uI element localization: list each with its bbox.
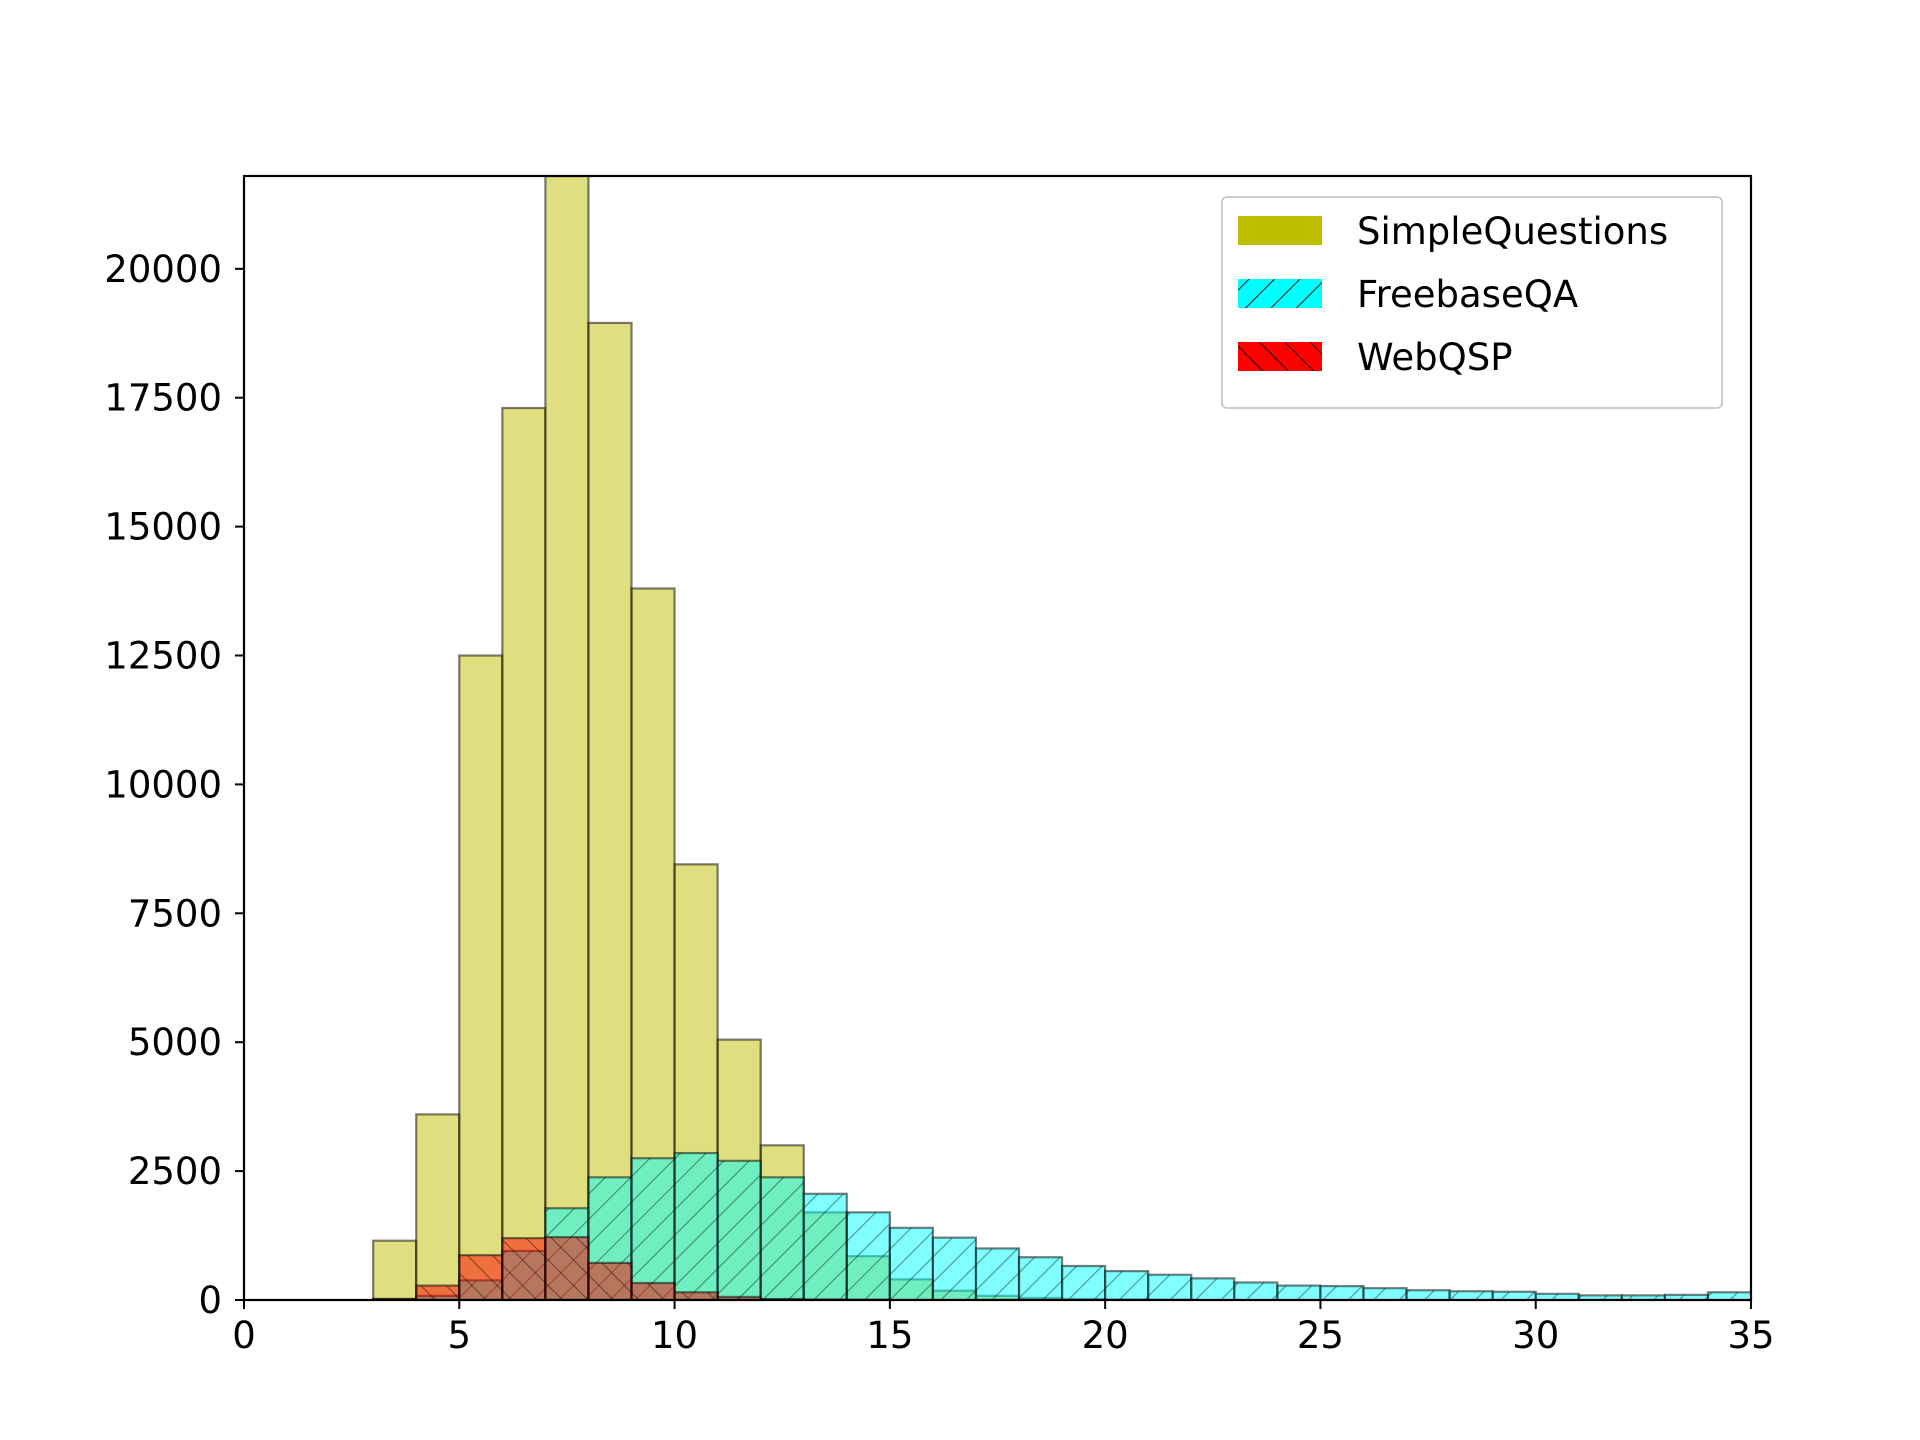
bar-hatch-freebaseqa-26 (1363, 1288, 1407, 1300)
legend-label-freebaseqa: FreebaseQA (1357, 273, 1578, 316)
x-ticks: 0 5 10 15 20 25 30 35 (232, 1300, 1775, 1357)
bars-layer (372, 176, 1751, 1300)
y-tick-label-0: 0 (198, 1279, 222, 1322)
legend-swatch-hatch-freebaseqa (1238, 279, 1322, 308)
x-tick-label-6: 30 (1512, 1314, 1559, 1357)
bar-hatch-freebaseqa-16 (932, 1237, 976, 1300)
x-tick-label-2: 10 (651, 1314, 698, 1357)
y-tick-label-8: 20000 (104, 248, 222, 291)
x-tick-label-0: 0 (232, 1314, 256, 1357)
bar-hatch-freebaseqa-11 (717, 1160, 761, 1300)
bar-hatch-freebaseqa-9 (631, 1158, 675, 1300)
legend-swatch-simplequestions (1238, 216, 1322, 245)
y-tick-label-5: 12500 (104, 635, 222, 678)
bar-hatch-freebaseqa-34 (1707, 1292, 1751, 1300)
bar-hatch-freebaseqa-15 (889, 1227, 933, 1300)
bar-hatch-freebaseqa-14 (846, 1212, 890, 1300)
y-tick-label-1: 2500 (128, 1150, 222, 1193)
bar-hatch-freebaseqa-33 (1664, 1294, 1708, 1300)
legend-label-webqsp: WebQSP (1357, 336, 1513, 379)
plot-frame (242, 174, 1753, 1302)
bar-simplequestions-4 (415, 1113, 461, 1300)
bar-hatch-freebaseqa-17 (975, 1248, 1020, 1300)
bar-hatch-webqsp-8 (588, 1262, 632, 1300)
x-tick-label-3: 15 (866, 1314, 913, 1357)
bar-hatch-freebaseqa-18 (1019, 1257, 1063, 1300)
bar-hatch-freebaseqa-27 (1406, 1290, 1450, 1300)
bar-hatch-freebaseqa-28 (1449, 1291, 1493, 1300)
bar-hatch-freebaseqa-21 (1148, 1274, 1192, 1300)
bar-simplequestions-6 (501, 406, 547, 1300)
bar-simplequestions-7 (544, 176, 590, 1300)
bar-hatch-freebaseqa-19 (1062, 1265, 1106, 1300)
bar-simplequestions-5 (458, 654, 504, 1300)
y-tick-label-4: 10000 (104, 763, 222, 806)
bar-hatch-freebaseqa-12 (760, 1177, 804, 1300)
bar-hatch-freebaseqa-10 (674, 1153, 718, 1300)
bar-hatch-freebaseqa-29 (1492, 1291, 1536, 1300)
legend: SimpleQuestions FreebaseQA WebQSP (1221, 196, 1723, 409)
legend-swatch-hatch-webqsp (1238, 342, 1322, 371)
bar-hatch-webqsp-7 (545, 1237, 589, 1300)
bar-hatch-webqsp-10 (674, 1292, 718, 1300)
y-tick-label-3: 7500 (128, 892, 222, 935)
bar-hatch-webqsp-4 (416, 1285, 460, 1300)
x-tick-label-4: 20 (1082, 1314, 1129, 1357)
bar-hatch-freebaseqa-22 (1191, 1278, 1235, 1300)
bar-hatch-freebaseqa-13 (803, 1193, 847, 1300)
bar-hatch-freebaseqa-30 (1535, 1293, 1579, 1300)
bar-simplequestions-8 (587, 321, 633, 1300)
y-tick-label-7: 17500 (104, 377, 222, 420)
bar-hatch-webqsp-5 (459, 1255, 503, 1300)
bar-hatch-webqsp-6 (502, 1238, 546, 1300)
bar-hatch-freebaseqa-20 (1105, 1271, 1149, 1300)
x-tick-label-5: 25 (1297, 1314, 1344, 1357)
bar-hatch-freebaseqa-24 (1277, 1285, 1321, 1300)
y-tick-label-2: 5000 (128, 1021, 222, 1064)
bar-simplequestions-3 (372, 1239, 418, 1300)
x-tick-label-7: 35 (1727, 1314, 1774, 1357)
bar-hatch-freebaseqa-25 (1320, 1286, 1364, 1300)
bar-hatch-freebaseqa-23 (1234, 1282, 1278, 1300)
x-tick-label-1: 5 (448, 1314, 472, 1357)
bar-hatch-freebaseqa-31 (1578, 1295, 1622, 1300)
y-ticks: 0 2500 5000 7500 10000 12500 15000 17500 20000 (104, 248, 244, 1322)
legend-box (1221, 196, 1723, 409)
bar-hatch-freebaseqa-32 (1621, 1295, 1665, 1300)
bar-hatch-webqsp-9 (631, 1282, 675, 1300)
y-tick-label-6: 15000 (104, 506, 222, 549)
legend-label-simplequestions: SimpleQuestions (1357, 210, 1668, 253)
bar-hatch-webqsp-11 (717, 1296, 761, 1300)
